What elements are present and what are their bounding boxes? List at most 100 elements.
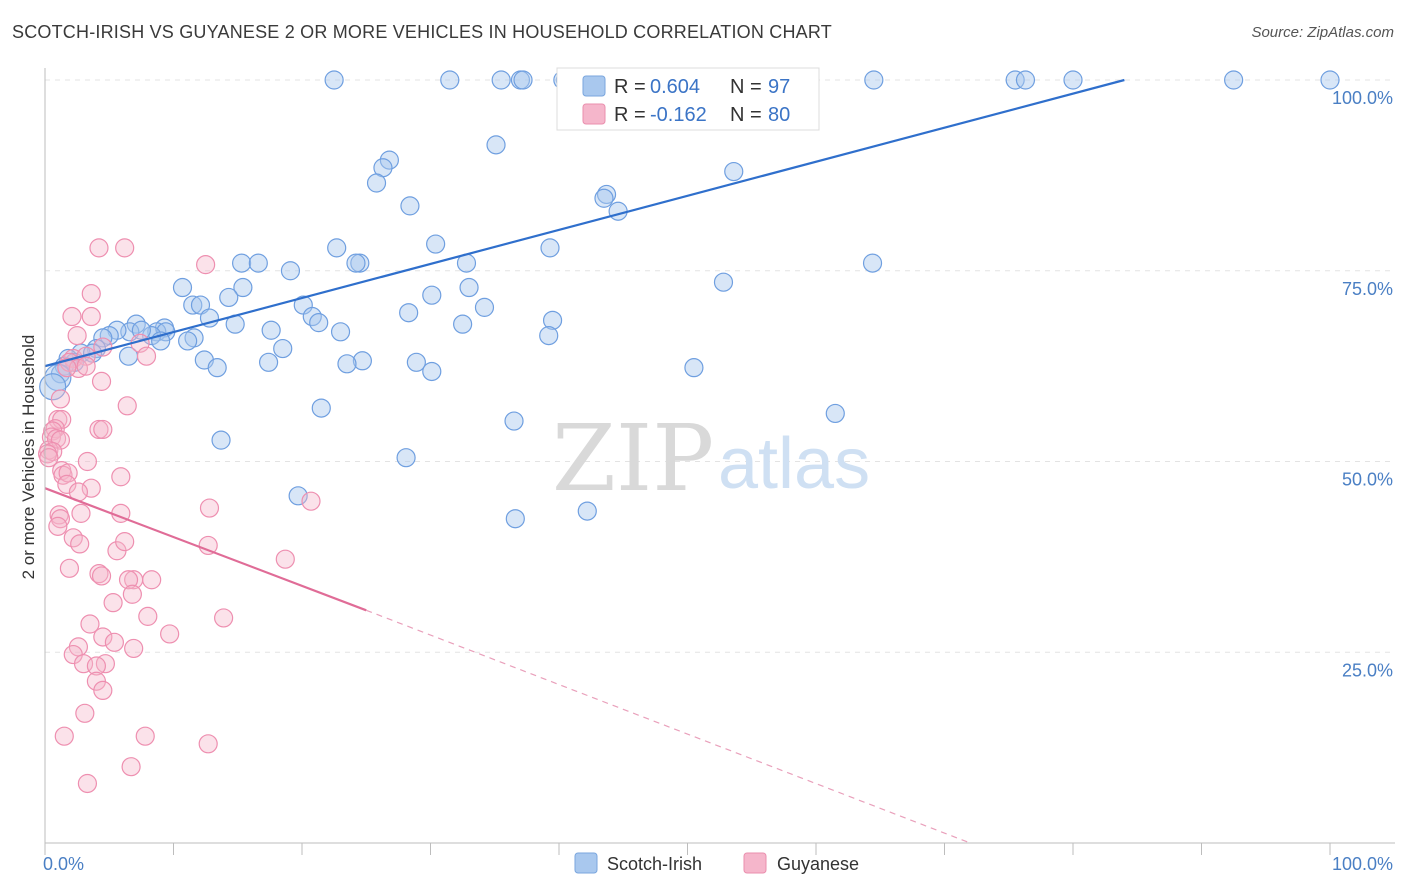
point-guyanese-61 [138,606,158,626]
point-scotch-irish-25 [426,234,446,254]
point-guyanese-51 [275,549,295,569]
point-guyanese-16 [91,371,112,391]
point-scotch-irish-13 [1063,70,1083,90]
point-scotch-irish-85 [825,403,845,424]
point-guyanese-36 [111,467,131,487]
point-guyanese-54 [89,564,109,584]
point-scotch-irish-92 [273,338,293,359]
bottom-legend: Scotch-Irish Guyanese [574,852,859,874]
point-scotch-irish-87 [396,448,416,468]
point-guyanese-62 [214,608,234,628]
point-guyanese-42 [71,503,91,523]
point-scotch-irish-86 [211,430,231,450]
axes: 100.0% 75.0% 50.0% 25.0% 0.0% 100.0% [43,68,1395,874]
point-guyanese-64 [160,624,180,644]
point-scotch-irish-61 [539,326,559,346]
point-scotch-irish-19 [366,173,387,193]
point-scotch-irish-51 [542,310,563,330]
point-guyanese-77 [135,726,155,746]
x-tick-label-min: 0.0% [43,854,84,874]
point-guyanese-66 [104,632,124,652]
point-guyanese-65 [93,627,113,647]
point-scotch-irish-73 [258,352,279,372]
point-scotch-irish-76 [207,358,227,378]
point-scotch-irish-55 [261,320,281,340]
point-guyanese-18 [117,396,137,416]
legend-n-value-1: 97 [768,76,790,98]
point-guyanese-46 [48,516,68,536]
point-scotch-irish-37 [233,277,253,298]
point-guyanese-52 [115,532,135,552]
point-scotch-irish-11 [1005,70,1025,90]
y-tick-label-25: 25.0% [1342,660,1393,680]
point-guyanese-68 [124,638,144,659]
bottom-legend-label-scotch-irish: Scotch-Irish [607,854,702,874]
point-guyanese-40 [199,498,220,518]
point-guyanese-53 [59,558,80,578]
point-guyanese-41 [301,491,321,511]
y-tick-label-100: 100.0% [1332,88,1393,108]
point-scotch-irish-38 [219,287,239,308]
point-guyanese-74 [93,680,113,701]
point-scotch-irish-23 [608,201,628,221]
point-scotch-irish-26 [327,238,347,258]
point-guyanese-49 [198,535,218,556]
point-scotch-irish-40 [422,285,442,305]
point-scotch-irish-47 [199,308,220,328]
point-guyanese-72 [86,656,107,676]
point-guyanese-32 [77,451,98,472]
point-scotch-irish-90 [577,501,597,521]
point-scotch-irish-4 [513,70,533,90]
point-scotch-irish-77 [337,354,357,374]
point-scotch-irish-79 [684,358,704,378]
point-scotch-irish-50 [309,313,329,333]
point-guyanese-5 [81,306,101,327]
point-scotch-irish-29 [346,253,366,273]
grid-lines [45,79,1395,653]
trend-line-guyanese [44,487,367,612]
point-scotch-irish-75 [406,352,426,372]
point-guyanese-6 [67,326,87,346]
point-guyanese-75 [75,703,95,723]
trend-line-scotch-irish [44,78,1125,368]
point-guyanese-1 [115,238,135,258]
point-guyanese-14 [57,358,77,378]
point-guyanese-48 [70,534,90,554]
point-scotch-irish-24 [400,196,420,216]
point-guyanese-79 [121,757,141,777]
point-guyanese-38 [81,478,101,498]
point-guyanese-57 [118,570,139,590]
legend-n-label-1: N = [730,76,762,98]
legend: R = 0.604 N = 97 R = -0.162 N = 80 [556,67,820,131]
point-guyanese-80 [77,773,98,794]
point-scotch-irish-12 [1015,70,1036,90]
legend-swatch-guyanese [582,103,606,125]
point-scotch-irish-35 [713,272,734,292]
watermark-zip: ZIP [552,405,714,512]
point-guyanese-55 [91,566,112,586]
point-scotch-irish-31 [248,253,268,273]
point-scotch-irish-82 [39,373,67,401]
watermark: ZIP atlas [552,405,870,512]
bottom-legend-label-guyanese: Guyanese [777,854,859,874]
x-tick-label-max: 100.0% [1332,854,1393,874]
y-tick-label-50: 50.0% [1342,470,1393,490]
legend-r-label-1: R = [614,76,646,98]
point-guyanese-0 [89,238,109,258]
point-scotch-irish-39 [459,277,479,298]
trend-lines [44,78,1125,844]
point-guyanese-60 [103,593,123,613]
point-guyanese-37 [57,474,77,494]
point-guyanese-31 [39,448,59,468]
point-scotch-irish-36 [172,277,193,298]
point-scotch-irish-48 [126,314,146,334]
point-scotch-irish-17 [379,150,399,170]
point-guyanese-24 [93,419,113,440]
point-scotch-irish-74 [352,351,372,371]
point-guyanese-63 [80,614,100,634]
point-scotch-irish-94 [330,322,351,342]
point-scotch-irish-16 [486,135,506,155]
y-axis-label: 2 or more Vehicles in Household [19,335,38,580]
point-guyanese-76 [54,726,74,746]
